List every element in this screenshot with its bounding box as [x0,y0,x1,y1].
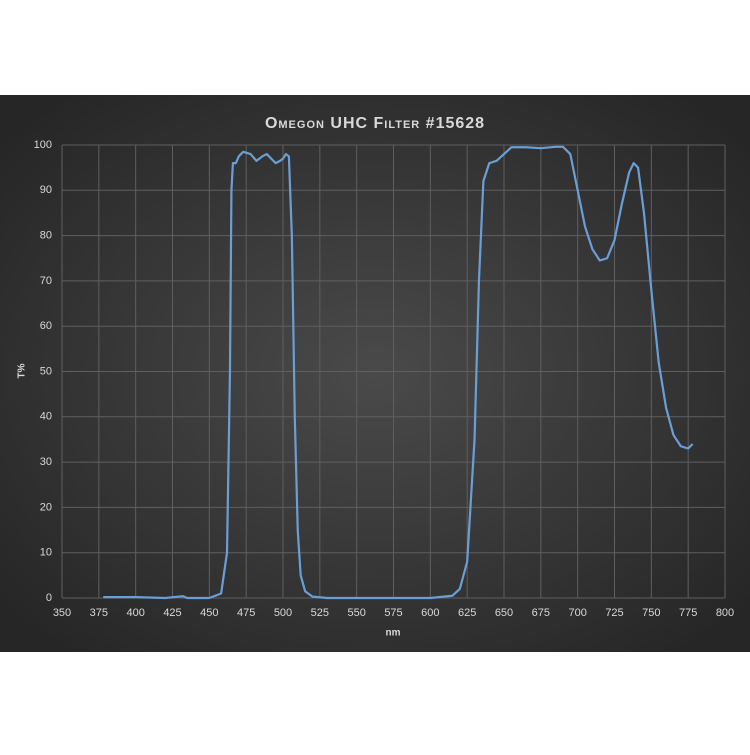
y-axis-label: T% [17,363,28,378]
x-tick-label: 400 [126,607,144,619]
y-tick-label: 60 [40,320,52,332]
chart-title: Omegon UHC Filter #15628 [265,115,485,132]
y-tick-label: 40 [40,411,52,423]
x-tick-label: 450 [200,607,218,619]
x-tick-label: 700 [568,607,586,619]
x-tick-label: 525 [311,607,329,619]
x-tick-label: 800 [716,607,734,619]
y-tick-label: 10 [40,547,52,559]
x-tick-label: 425 [163,607,181,619]
y-tick-label: 80 [40,230,52,242]
x-tick-label: 775 [679,607,697,619]
x-axis-label: nm [386,628,401,639]
x-tick-label: 475 [237,607,255,619]
x-tick-label: 600 [421,607,439,619]
y-tick-label: 100 [34,139,52,151]
y-tick-label: 70 [40,275,52,287]
x-tick-label: 575 [384,607,402,619]
y-tick-label: 90 [40,184,52,196]
x-tick-label: 500 [274,607,292,619]
y-tick-label: 30 [40,456,52,468]
x-tick-label: 625 [458,607,476,619]
chart-background [0,95,750,652]
data-line [103,145,694,600]
x-tick-label: 725 [605,607,623,619]
x-tick-label: 550 [347,607,365,619]
x-tick-label: 375 [90,607,108,619]
y-tick-label: 20 [40,501,52,513]
y-tick-label: 0 [46,592,52,604]
x-tick-label: 650 [495,607,513,619]
y-tick-label: 50 [40,365,52,377]
x-tick-label: 750 [642,607,660,619]
x-tick-label: 675 [532,607,550,619]
x-tick-label: 350 [53,607,71,619]
